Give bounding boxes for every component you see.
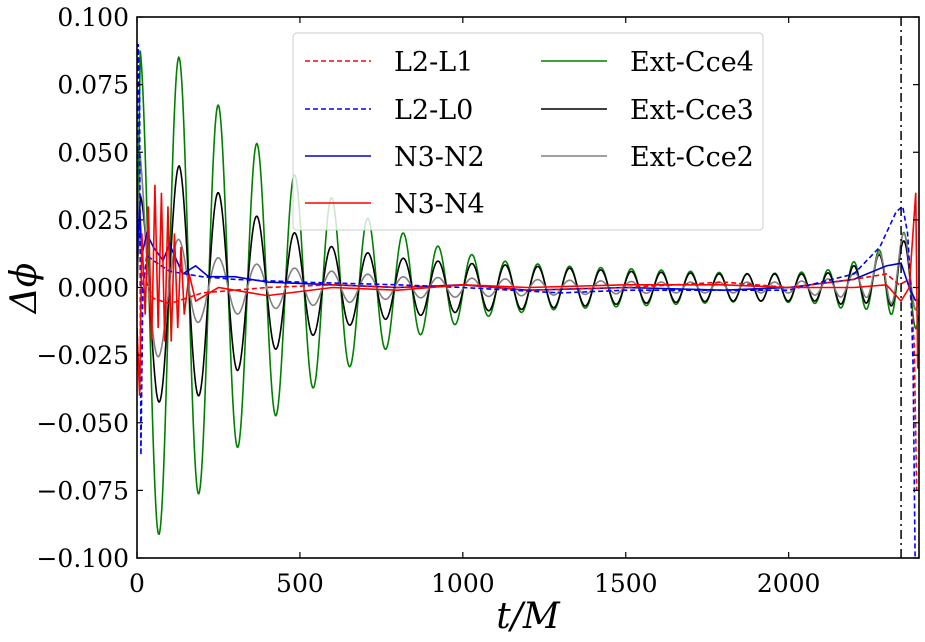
series-line-n3-n4 — [137, 184, 919, 396]
y-tick-label: 0.025 — [57, 206, 129, 235]
y-tick-label: −0.025 — [36, 341, 129, 370]
series-layer — [137, 44, 919, 558]
y-tick-label: −0.075 — [36, 476, 129, 505]
y-tick-label: 0.000 — [57, 274, 129, 303]
legend-label: N3-N4 — [394, 189, 485, 220]
legend-box — [292, 32, 764, 231]
series-line-l2-l1 — [137, 270, 918, 491]
legend-label: L2-L1 — [394, 47, 473, 78]
legend-label: L2-L0 — [394, 95, 473, 126]
y-tick-label: 0.100 — [57, 3, 129, 32]
y-axis-title: Δϕ — [4, 263, 45, 316]
x-tick-label: 1500 — [594, 569, 658, 598]
legend: L2-L1 L2-L0 N3-N2 N3-N4 Ext-Cce4 Ext-Cce3 Ext-… — [292, 32, 764, 231]
legend-label: Ext-Cce4 — [630, 47, 754, 78]
series-line-l2-l0 — [137, 44, 916, 558]
y-tick-label: 0.050 — [57, 138, 129, 167]
legend-label: Ext-Cce3 — [630, 95, 754, 126]
legend-label: Ext-Cce2 — [630, 142, 754, 173]
ticks-layer: 0 500 1000 1500 2000 0.100 0.075 0.050 0.025 0.00… — [36, 3, 919, 598]
x-axis-title: t/M — [496, 596, 561, 637]
x-tick-label: 0 — [129, 569, 145, 598]
x-tick-label: 2000 — [757, 569, 821, 598]
series-line-n3-n2 — [137, 206, 917, 302]
x-tick-label: 1000 — [431, 569, 495, 598]
x-tick-label: 500 — [276, 569, 324, 598]
legend-label: N3-N2 — [394, 142, 485, 173]
y-tick-label: 0.075 — [57, 71, 129, 100]
y-tick-label: −0.050 — [36, 409, 129, 438]
y-tick-label: −0.100 — [36, 544, 129, 573]
